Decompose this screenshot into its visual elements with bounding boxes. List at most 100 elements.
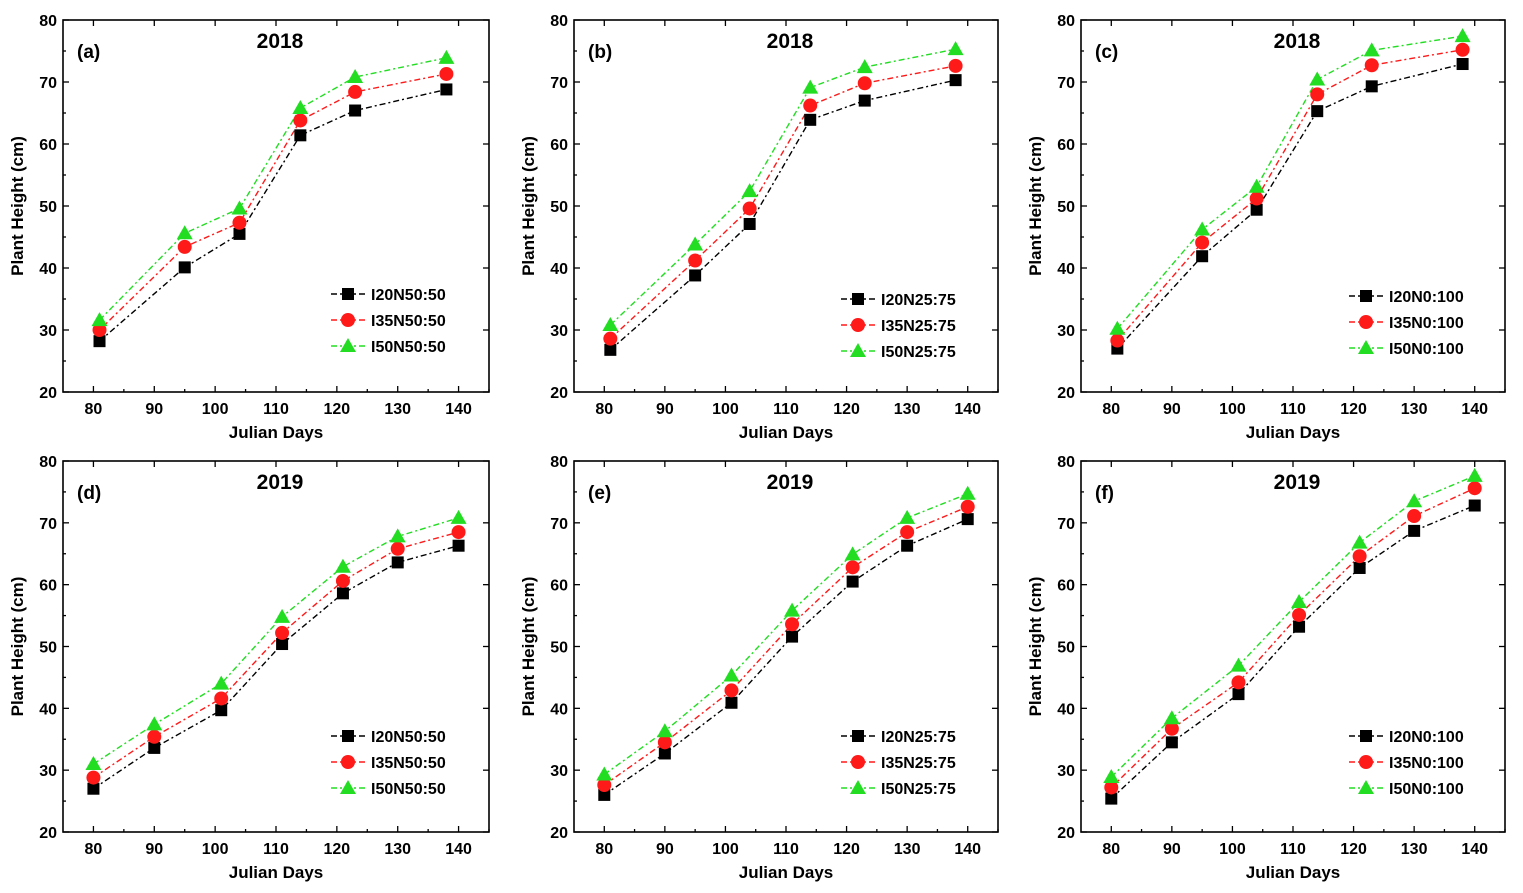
data-point-circle-marker — [177, 239, 192, 254]
y-tick-label: 20 — [39, 385, 57, 402]
legend-label: I20N0:100 — [1389, 729, 1464, 746]
y-tick-label: 20 — [1057, 385, 1075, 402]
x-tick-label: 90 — [1163, 841, 1181, 858]
data-point-circle-marker — [275, 625, 290, 640]
data-point-circle-marker — [1195, 235, 1210, 250]
data-point-triangle-marker — [1163, 710, 1180, 725]
data-point-triangle-marker — [947, 41, 964, 56]
x-tick-label: 110 — [263, 841, 289, 858]
data-point-square-marker — [440, 83, 453, 96]
y-tick-label: 60 — [39, 578, 57, 595]
data-point-triangle-marker — [856, 59, 873, 74]
legend-label: I50N0:100 — [1389, 781, 1464, 798]
data-point-circle-marker — [724, 683, 739, 698]
data-point-square-marker — [336, 587, 349, 600]
data-point-triangle-marker — [347, 69, 364, 84]
x-tick-label: 80 — [1102, 401, 1120, 418]
plot-frame — [573, 19, 999, 393]
data-point-square-marker — [743, 217, 756, 230]
data-point-triangle-marker — [596, 766, 613, 781]
data-point-circle-marker — [1292, 607, 1307, 622]
x-tick-label: 90 — [145, 401, 163, 418]
x-tick-label: 130 — [894, 401, 921, 418]
data-point-triangle-marker — [438, 49, 455, 64]
legend-label: I50N0:100 — [1389, 341, 1464, 358]
y-axis-title: Plant Height (cm) — [519, 577, 538, 717]
legend-label: I20N50:50 — [371, 287, 446, 304]
legend-label: I20N25:75 — [881, 729, 956, 746]
data-point-triangle-marker — [213, 675, 230, 690]
data-point-circle-marker — [1467, 481, 1482, 496]
x-tick-label: 120 — [324, 401, 351, 418]
data-point-circle-marker — [1104, 780, 1119, 795]
data-point-square-marker — [349, 104, 362, 117]
data-point-triangle-marker — [602, 317, 619, 332]
data-point-triangle-marker — [1291, 593, 1308, 608]
data-point-triangle-marker — [1109, 320, 1126, 335]
series-line-I50N25:75 — [609, 48, 956, 326]
data-point-square-marker — [949, 74, 962, 87]
data-point-triangle-marker — [450, 509, 467, 524]
data-point-square-marker — [901, 539, 914, 552]
data-point-circle-marker — [1352, 549, 1367, 564]
panel-letter: (b) — [588, 42, 612, 63]
legend-square-marker — [852, 730, 864, 742]
legend-label: I20N50:50 — [371, 729, 446, 746]
x-tick-label: 140 — [1461, 401, 1488, 418]
data-point-square-marker — [1232, 688, 1245, 701]
y-tick-label: 40 — [550, 701, 568, 718]
data-point-circle-marker — [1249, 191, 1264, 206]
data-point-square-marker — [452, 539, 465, 552]
data-point-triangle-marker — [1363, 42, 1380, 57]
y-tick-label: 20 — [550, 385, 568, 402]
data-point-circle-marker — [960, 499, 975, 514]
data-point-circle-marker — [1164, 721, 1179, 736]
data-point-square-marker — [1165, 736, 1178, 749]
data-point-circle-marker — [845, 560, 860, 575]
data-point-square-marker — [87, 782, 100, 795]
data-point-square-marker — [598, 788, 611, 801]
x-tick-label: 90 — [145, 841, 163, 858]
legend-circle-marker — [341, 313, 355, 327]
data-point-circle-marker — [390, 541, 405, 556]
data-point-circle-marker — [597, 778, 612, 793]
x-tick-label: 120 — [1340, 841, 1367, 858]
y-axis-title: Plant Height (cm) — [8, 136, 27, 276]
panel-title: 2019 — [257, 471, 304, 494]
legend-circle-marker — [341, 755, 355, 769]
data-point-triangle-marker — [844, 546, 861, 561]
plot-frame — [62, 19, 490, 393]
y-tick-label: 70 — [550, 516, 568, 533]
data-point-square-marker — [233, 227, 246, 240]
y-tick-label: 50 — [1057, 640, 1075, 657]
x-tick-label: 140 — [1461, 841, 1488, 858]
data-point-circle-marker — [439, 66, 454, 81]
y-tick-label: 20 — [39, 825, 57, 842]
data-point-triangle-marker — [959, 485, 976, 500]
chart-panel-a: 80 90 100 110 120 130 140 20 30 40 50 60 70 80 Julian … — [8, 13, 490, 442]
panel-title: 2018 — [257, 30, 304, 53]
legend-circle-marker — [851, 755, 865, 769]
x-tick-label: 130 — [894, 841, 921, 858]
data-point-triangle-marker — [274, 608, 291, 623]
x-tick-label: 120 — [833, 401, 860, 418]
panel-title: 2019 — [767, 471, 814, 494]
y-tick-label: 50 — [39, 640, 57, 657]
y-tick-label: 80 — [39, 13, 57, 30]
panel-letter: (c) — [1095, 42, 1118, 63]
series-line-I20N25:75 — [603, 518, 968, 796]
x-tick-label: 110 — [1280, 401, 1306, 418]
y-tick-label: 70 — [1057, 516, 1075, 533]
y-tick-label: 80 — [550, 454, 568, 471]
x-tick-label: 100 — [202, 401, 229, 418]
y-tick-label: 70 — [1057, 75, 1075, 92]
data-point-square-marker — [858, 94, 871, 107]
data-point-triangle-marker — [899, 509, 916, 524]
series-line-I20N50:50 — [99, 88, 447, 342]
data-point-circle-marker — [688, 253, 703, 268]
data-point-triangle-marker — [1466, 467, 1483, 482]
x-axis-title: Julian Days — [1246, 423, 1341, 442]
y-tick-label: 30 — [550, 323, 568, 340]
x-tick-label: 130 — [1401, 401, 1428, 418]
chart-panel-d: 80 90 100 110 120 130 140 20 30 40 50 60 70 80 Julian … — [8, 454, 490, 882]
